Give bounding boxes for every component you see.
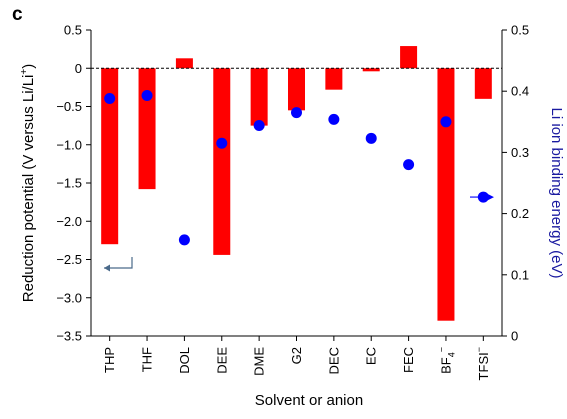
x-tick-label-bf4: BF4− — [436, 347, 456, 374]
right-axis-arrowhead — [487, 194, 494, 201]
bar-tfsi — [475, 68, 492, 99]
bar-thf — [139, 68, 156, 189]
bar-dee — [213, 68, 230, 255]
point-thf — [142, 90, 153, 101]
x-tick-label-tfsi: TFSI− — [474, 347, 491, 380]
left-tick-label: −1.0 — [56, 137, 82, 152]
bar-g2 — [288, 68, 305, 110]
left-axis-arrowhead — [104, 265, 110, 272]
left-tick-label: −1.5 — [56, 176, 82, 191]
right-tick-label: 0.2 — [511, 206, 529, 221]
left-tick-label: −0.5 — [56, 99, 82, 114]
right-tick-label: 0.4 — [511, 84, 529, 99]
point-bf4 — [440, 116, 451, 127]
point-g2 — [291, 107, 302, 118]
bar-bf4 — [437, 68, 454, 320]
right-tick-label: 0.5 — [511, 23, 529, 38]
bar-dol — [176, 58, 193, 68]
x-tick-label-g2: G2 — [289, 347, 304, 364]
right-tick-label: 0.3 — [511, 145, 529, 160]
point-dec — [328, 114, 339, 125]
left-tick-label: −3.5 — [56, 329, 82, 344]
bar-dec — [325, 68, 342, 89]
bar-fec — [400, 46, 417, 68]
plot-area: 0.5 0 −0.5 −1.0 −1.5 −2.0 −2.5 −3.0 −3.5 0.5 0.4 0.… — [19, 23, 565, 381]
point-dme — [254, 120, 265, 131]
x-tick-label-ec: EC — [364, 347, 379, 365]
left-tick-label: −2.0 — [56, 214, 82, 229]
right-tick-label: 0.1 — [511, 267, 529, 282]
point-dol — [179, 234, 190, 245]
left-tick-label: 0.5 — [64, 23, 82, 38]
y-axis-title-right: Li ion binding energy (eV) — [548, 108, 565, 279]
point-thp — [104, 93, 115, 104]
right-tick-label: 0 — [511, 329, 518, 344]
point-fec — [403, 159, 414, 170]
panel-label: c — [12, 4, 23, 25]
x-tick-label-dol: DOL — [177, 347, 192, 374]
x-tick-label-dme: DME — [252, 347, 267, 376]
left-tick-label: −2.5 — [56, 252, 82, 267]
point-dee — [216, 138, 227, 149]
left-tick-label: −3.0 — [56, 290, 82, 305]
y-axis-title-left: Reduction potential (V versus Li/Li+) — [19, 64, 37, 302]
left-tick-label: 0 — [75, 61, 82, 76]
x-tick-label-thf: THF — [140, 347, 155, 372]
bar-dme — [251, 68, 268, 125]
x-tick-label-dec: DEC — [326, 347, 341, 374]
x-tick-label-thp: THP — [102, 347, 117, 373]
x-tick-label-fec: FEC — [401, 347, 416, 373]
x-tick-label-dee: DEE — [214, 347, 229, 374]
x-axis-title: Solvent or anion — [255, 392, 363, 409]
point-ec — [366, 133, 377, 144]
